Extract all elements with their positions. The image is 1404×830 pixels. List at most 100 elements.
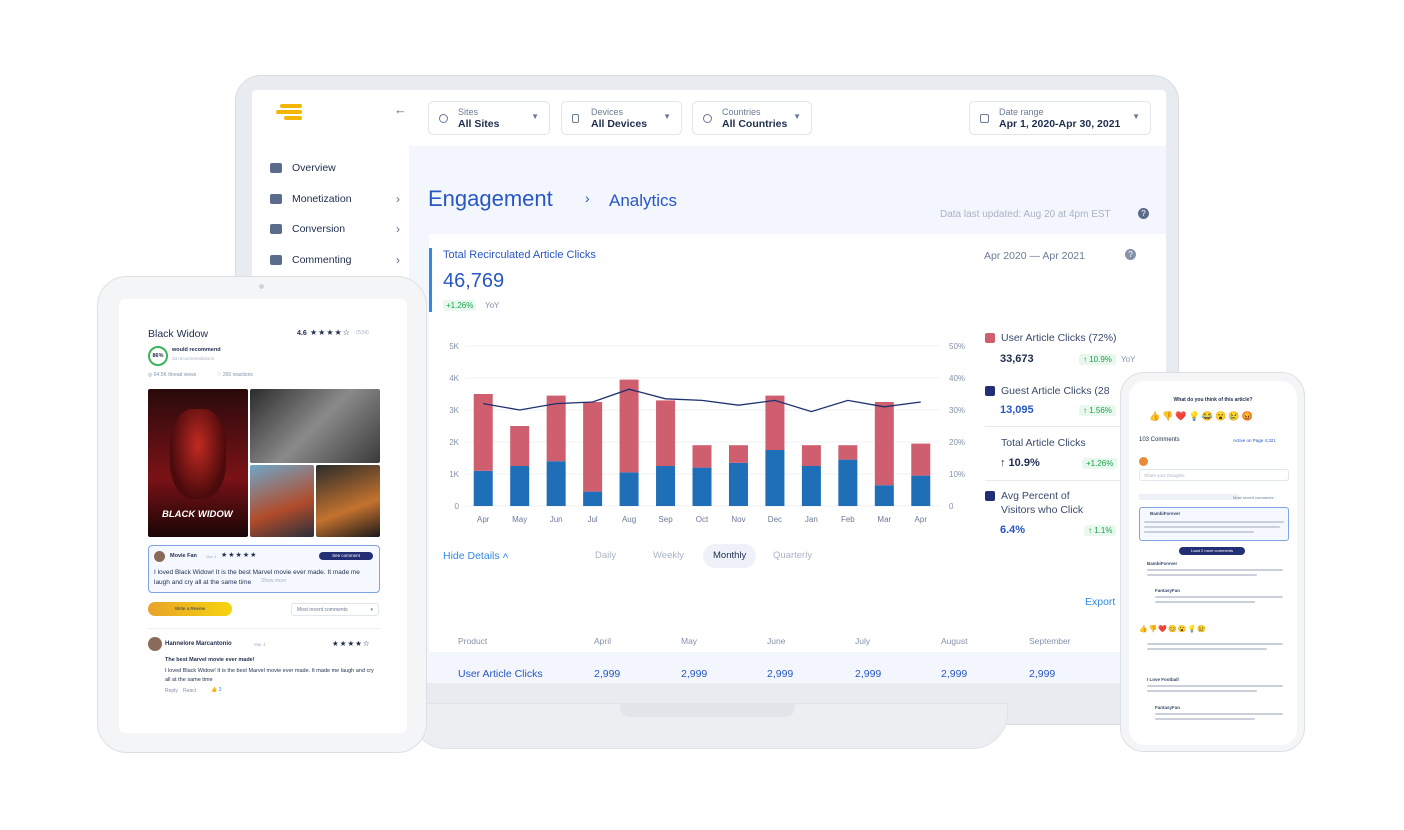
bar-guest-clicks (473, 470, 493, 506)
help-icon[interactable]: ? (1125, 249, 1136, 260)
y-tick-label: 1K (449, 470, 459, 479)
metric-change-label: YoY (485, 301, 500, 310)
table-cell: 2,999 (594, 668, 621, 680)
featured-comment[interactable]: Movie Fan Mar 4 ★★★★★ See comment I love… (148, 545, 380, 593)
comment-user: BambiForever (1147, 561, 1178, 566)
globe-icon (703, 114, 712, 123)
comment-user: FantasyFan (1155, 588, 1181, 593)
sort-select[interactable]: Most recent comments ▾ (291, 603, 379, 616)
active-on-page: Active on Page 4,321 (1233, 438, 1276, 443)
collapse-arrow-icon[interactable]: ← (394, 102, 407, 117)
y-tick-label: 2K (449, 438, 459, 447)
movie-still-image[interactable] (316, 465, 380, 537)
react-link[interactable]: React (183, 688, 197, 694)
y2-tick-label: 40% (949, 374, 965, 383)
metrics-card: Total Recirculated Article Clicks 46,769… (429, 234, 1166, 683)
reply-link[interactable]: Reply (165, 688, 178, 694)
bar-user-clicks (546, 395, 566, 462)
tab-daily[interactable]: Daily (595, 550, 617, 561)
reaction-emoji-row[interactable]: 👍👎❤️💡😂😮😢😡 (1149, 411, 1255, 421)
table-cell: 2,999 (681, 668, 708, 680)
legend-change: ↑ 1.1% (1084, 525, 1117, 536)
table-header: Product (458, 636, 488, 646)
comment-input[interactable]: Share your thoughts (1139, 469, 1289, 481)
like-button[interactable]: 👍 3 (211, 687, 221, 693)
countries-filter[interactable]: Countries All Countries ▼ (692, 101, 812, 135)
comment-time: Mar 4 (206, 554, 217, 559)
sort-select[interactable]: Most recent comments (1233, 495, 1274, 500)
movie-title: Black Widow (148, 328, 209, 340)
table-row[interactable]: User Article Clicks 2,999 2,999 2,999 2,… (429, 652, 1166, 683)
tab-weekly[interactable]: Weekly (653, 550, 684, 561)
devices-filter[interactable]: Devices All Devices ▼ (561, 101, 682, 135)
sidebar-item-label: Monetization (292, 193, 352, 205)
clicks-chart: 5K 50% 4K 40% 3K 30% 2K 20% 1K 10% 0 0 Apr May Jun Jul A… (449, 342, 965, 524)
page-title: Engagement (428, 186, 553, 211)
see-comment-button[interactable]: See comment (319, 552, 373, 560)
sidebar-item-label: Conversion (292, 223, 346, 235)
rating-value: 4.6 (297, 330, 307, 337)
y2-tick-label: 20% (949, 438, 965, 447)
review-time: Mar 4 (254, 642, 266, 647)
chat-bubble-icon (270, 255, 282, 265)
hide-details-button[interactable]: Hide Details ˄ (443, 550, 509, 562)
avatar (1139, 457, 1148, 466)
sites-filter[interactable]: Sites All Sites ▼ (428, 101, 550, 135)
metric-value: 46,769 (443, 270, 505, 292)
write-review-button[interactable]: Write a Review (148, 602, 232, 616)
bar-user-clicks (656, 400, 676, 466)
movie-still-image[interactable] (250, 389, 380, 463)
coins-icon (270, 194, 282, 204)
featured-comment[interactable]: BambiForever (1139, 507, 1289, 541)
table-cell: 2,999 (767, 668, 794, 680)
bar-guest-clicks (546, 461, 566, 506)
tag-filters[interactable] (1139, 494, 1239, 500)
breadcrumb-chevron-icon: › (585, 190, 590, 206)
filter-label: Devices (591, 107, 624, 117)
reviewer-name: Hannelore Marcantonio (165, 641, 232, 647)
metric-title: Total Recirculated Article Clicks (443, 249, 596, 261)
sidebar-item-conversion[interactable]: Conversion › (270, 219, 400, 239)
show-more-link[interactable]: Show more (261, 578, 287, 584)
thumbs-up-icon: 👍 (211, 687, 218, 693)
y2-tick-label: 30% (949, 406, 965, 415)
table-header: September (1029, 636, 1071, 646)
sidebar-item-overview[interactable]: Overview (270, 158, 400, 178)
recommend-percent: 86% (148, 346, 168, 366)
x-tick-label: Nov (731, 515, 745, 524)
tab-monthly[interactable]: Monthly (703, 544, 757, 568)
sidebar-item-monetization[interactable]: Monetization › (270, 189, 400, 209)
legend-label: Avg Percent of (1001, 490, 1070, 502)
legend-value: ↑ 10.9% (1000, 457, 1040, 469)
tab-quarterly[interactable]: Quarterly (773, 550, 813, 561)
y-tick-label: 3K (449, 406, 459, 415)
metric-period: Apr 2020 — Apr 2021 (984, 250, 1085, 262)
phone-icon (572, 114, 579, 123)
camera-dot (259, 284, 264, 289)
reaction-picker[interactable]: 👍👎❤️😊😮💡😢 (1139, 626, 1208, 633)
y2-tick-label: 10% (949, 470, 965, 479)
movie-poster-image[interactable]: BLACK WIDOW (148, 389, 248, 537)
export-button[interactable]: Export (1085, 596, 1116, 608)
line-avg-percent (483, 388, 921, 413)
bar-user-clicks (728, 445, 748, 463)
load-more-button[interactable]: Load 2 more comments (1179, 547, 1245, 555)
date-range-filter[interactable]: Date range Apr 1, 2020-Apr 30, 2021 ▼ (969, 101, 1151, 135)
movie-still-image[interactable] (250, 465, 314, 537)
sidebar-item-commenting[interactable]: Commenting › (270, 250, 400, 270)
bar-user-clicks (619, 379, 639, 473)
rating-count: (534) (356, 330, 369, 336)
review-stars-icon: ★★★★☆ (332, 639, 371, 648)
bar-guest-clicks (692, 467, 712, 506)
legend-value: 13,095 (1000, 404, 1034, 416)
tablet-screen: Black Widow 4.6 ★★★★☆ (534) 86% would re… (119, 299, 407, 733)
user-check-icon (270, 224, 282, 234)
like-count: 3 (218, 687, 222, 693)
legend-label: Guest Article Clicks (28 (1001, 385, 1110, 397)
table-header: May (681, 636, 698, 646)
help-icon[interactable]: ? (1138, 208, 1149, 219)
table-cell: 2,999 (1029, 668, 1056, 680)
legend-swatch (985, 386, 995, 396)
legend-swatch (985, 491, 995, 501)
review-text: I loved Black Widow! It is the best Marv… (165, 668, 374, 683)
